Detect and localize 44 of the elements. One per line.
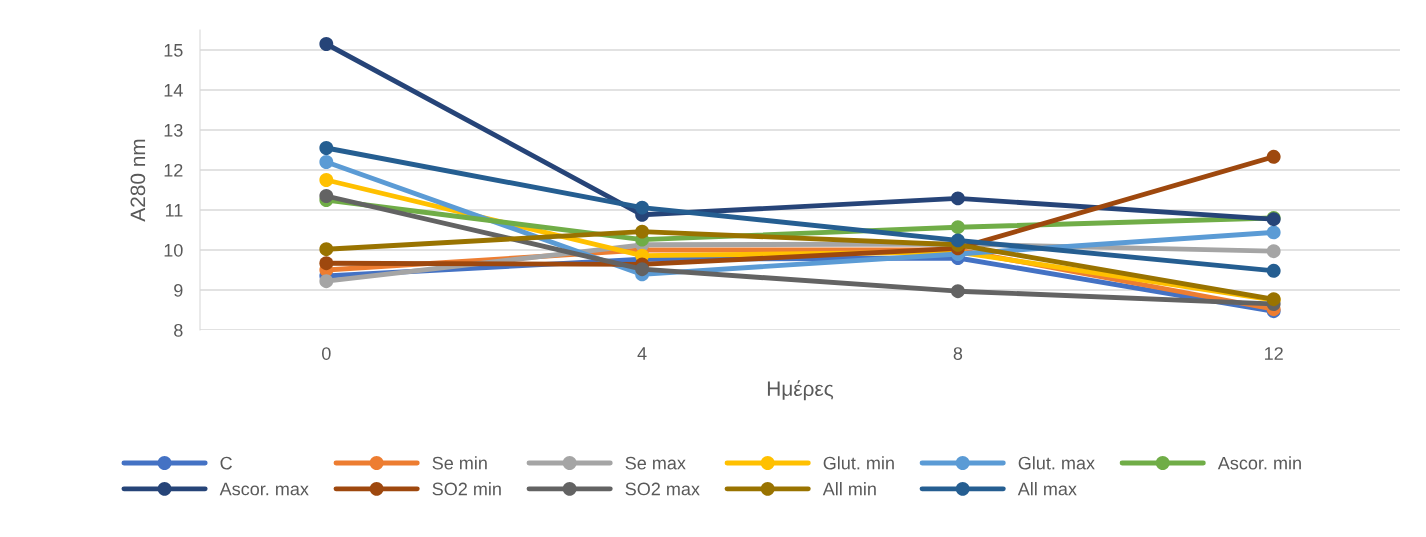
- point: [635, 262, 650, 277]
- point: [950, 191, 965, 206]
- point: [950, 233, 965, 248]
- legend-label: Ascor. min: [1217, 456, 1301, 470]
- x-axis-title: Ημέρες: [767, 380, 834, 401]
- y-tick-label: 13: [164, 123, 183, 137]
- point: [950, 284, 965, 299]
- legend-label: All min: [822, 482, 876, 496]
- y-tick-label: 14: [164, 84, 183, 97]
- point: [319, 242, 334, 257]
- legend-label: Glut. max: [1018, 456, 1095, 470]
- legend-label: Se max: [625, 456, 686, 470]
- y-tick-label: 9: [174, 283, 183, 297]
- point: [319, 189, 334, 203]
- legend-label: Se min: [432, 456, 487, 470]
- point: [1266, 149, 1281, 164]
- point: [319, 256, 334, 271]
- x-tick-label: 8: [953, 347, 963, 360]
- x-tick-label: 0: [322, 347, 331, 360]
- point: [319, 155, 334, 169]
- point: [950, 220, 965, 235]
- point: [635, 224, 650, 239]
- x-tick-label: 4: [637, 347, 647, 360]
- y-tick-label: 8: [174, 323, 183, 337]
- x-tick-label: 12: [1265, 347, 1283, 360]
- legend-label: SO2 min: [432, 482, 501, 496]
- y-tick-label: 10: [164, 243, 183, 257]
- point: [1266, 244, 1281, 259]
- point: [1266, 263, 1281, 278]
- legend-label: All max: [1017, 482, 1077, 496]
- point: [319, 173, 334, 187]
- legend-label: Glut. min: [823, 456, 894, 470]
- legend-label: SO2 max: [625, 482, 700, 496]
- point: [319, 141, 334, 155]
- legend-label: C: [220, 456, 232, 470]
- legend-label: Ascor. max: [219, 482, 309, 496]
- point: [319, 37, 334, 51]
- point: [319, 274, 334, 289]
- y-tick-label: 11: [165, 204, 183, 217]
- point: [635, 200, 650, 215]
- point: [1266, 225, 1281, 240]
- y-axis-title: A280 nm: [130, 139, 146, 222]
- y-tick-label: 12: [164, 163, 183, 177]
- y-tick-label: 15: [164, 44, 183, 57]
